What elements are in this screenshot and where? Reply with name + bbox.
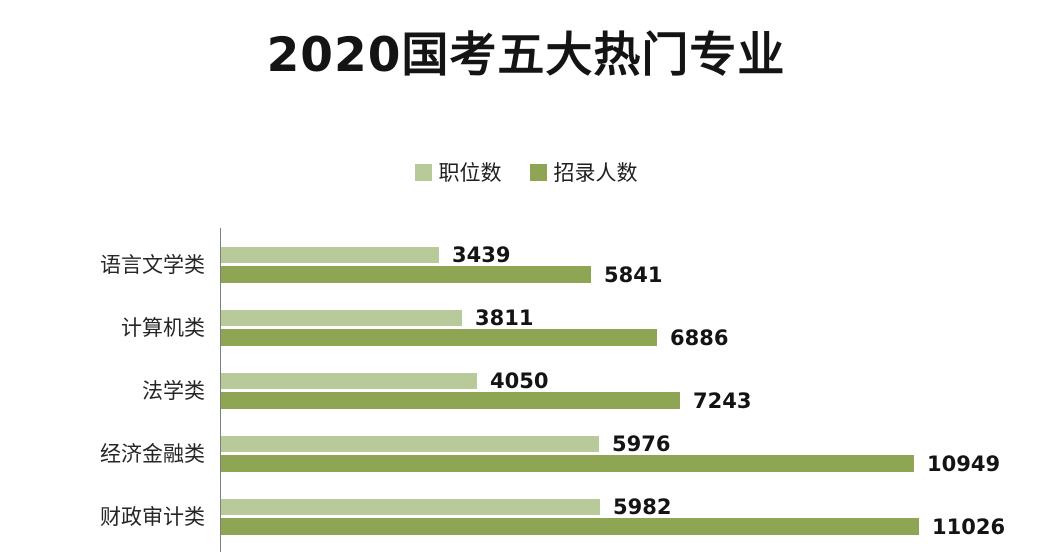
bar-positions [221, 436, 599, 452]
chart-title: 2020国考五大热门专业 [266, 28, 786, 83]
legend-label: 职位数 [438, 161, 502, 185]
legend: 职位数 招录人数 [0, 157, 1052, 187]
bar-recruits [221, 518, 919, 535]
category-label: 语言文学类 [100, 253, 205, 277]
value-label: 3811 [475, 306, 534, 330]
bar-recruits [221, 392, 680, 409]
bar-recruits [221, 455, 914, 472]
legend-label: 招录人数 [553, 161, 638, 185]
value-label: 11026 [932, 514, 1006, 539]
bar-recruits [221, 266, 591, 283]
legend-item: 职位数 [414, 157, 502, 187]
value-label: 3439 [452, 243, 511, 267]
value-label: 10949 [927, 451, 1001, 476]
value-label: 7243 [693, 388, 752, 413]
category-label: 计算机类 [121, 316, 205, 340]
category-label: 经济金融类 [100, 442, 205, 466]
bar-positions [221, 499, 600, 515]
bar-positions [221, 373, 477, 389]
value-label: 5976 [612, 432, 671, 456]
value-label: 6886 [670, 325, 729, 350]
bar-positions [221, 247, 439, 263]
legend-swatch-icon [529, 163, 547, 181]
y-axis-line [220, 228, 221, 552]
category-label: 财政审计类 [100, 505, 205, 529]
legend-swatch-icon [414, 163, 432, 181]
bar-recruits [221, 329, 657, 346]
value-label: 5982 [613, 495, 672, 519]
value-label: 4050 [490, 369, 549, 393]
value-label: 5841 [604, 262, 663, 287]
category-label: 法学类 [142, 379, 205, 403]
bar-positions [221, 310, 462, 326]
legend-item: 招录人数 [529, 157, 638, 187]
